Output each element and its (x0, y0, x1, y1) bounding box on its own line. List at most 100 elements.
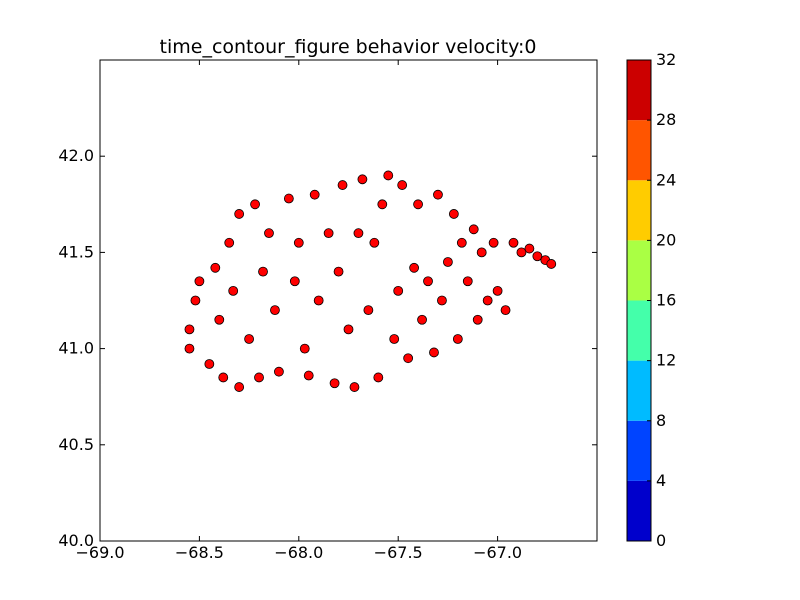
data-point (488, 237, 499, 248)
data-point (353, 228, 364, 239)
data-point (343, 324, 354, 335)
data-point (234, 209, 245, 219)
data-point (303, 370, 314, 381)
colorbar-tick-label: 32 (656, 50, 676, 69)
colorbar-tick-label: 28 (656, 110, 676, 129)
data-point (244, 334, 255, 344)
data-point (452, 334, 463, 344)
y-tick-label: 41.0 (58, 339, 94, 358)
data-point (448, 209, 459, 219)
y-tick-label: 40.5 (58, 435, 94, 454)
data-point (456, 237, 467, 248)
colorbar-segment (627, 300, 651, 361)
data-point (357, 174, 368, 185)
data-point (337, 180, 348, 190)
data-point (397, 180, 408, 190)
colorbar-segment (627, 420, 651, 481)
y-tick-label: 41.5 (58, 242, 94, 261)
data-point (409, 262, 420, 273)
x-tick-label: −68.0 (274, 543, 323, 562)
data-point (250, 199, 260, 210)
scatter-points (184, 170, 557, 392)
data-point (472, 314, 483, 325)
colorbar-tick-label: 8 (656, 411, 666, 430)
data-point (218, 372, 229, 383)
colorbar-tick-label: 20 (656, 230, 676, 249)
data-point (299, 343, 310, 354)
data-point (373, 372, 384, 383)
data-point (429, 347, 439, 358)
colorbar-tick-label: 16 (656, 291, 676, 310)
data-point (274, 366, 284, 377)
axes-frame (99, 59, 598, 542)
y-tick-label: 42.0 (58, 146, 94, 165)
data-point (377, 199, 388, 210)
data-point (389, 334, 400, 344)
data-point (363, 305, 374, 316)
colorbar-tick-label: 0 (656, 531, 666, 550)
data-point (293, 237, 304, 248)
data-point (313, 295, 324, 306)
data-point (383, 170, 394, 181)
data-point (289, 276, 300, 287)
colorbar-segment (627, 120, 651, 181)
data-point (482, 295, 493, 306)
plot-area: −69.0 −68.5 −68.0 −67.5 −67.0 40.0 40.5 41.0 41… (58, 59, 598, 562)
data-point (524, 243, 535, 254)
data-point (349, 382, 360, 392)
data-point (442, 257, 453, 267)
data-point (532, 251, 543, 262)
data-point (468, 224, 479, 235)
x-axis: −69.0 −68.5 −68.0 −67.5 −67.0 (75, 60, 522, 562)
data-point (204, 359, 215, 369)
data-point (500, 305, 511, 316)
data-point (492, 285, 503, 296)
colorbar-tick-label: 4 (656, 471, 666, 490)
data-point (184, 343, 195, 354)
data-point (283, 193, 294, 204)
data-point (329, 378, 340, 389)
chart-title: time_contour_figure behavior velocity:0 (160, 36, 537, 58)
data-point (194, 276, 205, 287)
data-point (184, 324, 195, 335)
data-point (393, 285, 404, 296)
colorbar-segment (627, 480, 651, 541)
data-point (254, 372, 264, 383)
y-axis: 40.0 40.5 41.0 41.5 42.0 (58, 146, 597, 550)
data-point (403, 353, 414, 364)
data-point (270, 305, 280, 316)
colorbar-segment (627, 60, 651, 121)
colorbar-segments (627, 60, 651, 541)
data-point (413, 199, 423, 210)
data-point (228, 285, 239, 296)
data-point (214, 314, 225, 325)
colorbar-segment (627, 360, 651, 421)
x-tick-label: −69.0 (75, 543, 124, 562)
data-point (234, 382, 245, 392)
data-point (190, 295, 201, 306)
colorbar-tick-label: 24 (656, 170, 676, 189)
colorbar-segment (627, 240, 651, 301)
data-point (333, 266, 344, 277)
data-point (224, 237, 235, 248)
colorbar: 0 4 8 12 16 20 24 28 32 (626, 50, 676, 550)
data-point (546, 259, 557, 269)
data-point (423, 276, 433, 287)
x-tick-label: −68.5 (175, 543, 224, 562)
x-tick-label: −67.0 (473, 543, 522, 562)
x-tick-label: −67.5 (374, 543, 423, 562)
data-point (258, 266, 268, 277)
data-point (264, 228, 274, 239)
data-point (433, 189, 443, 200)
data-point (323, 228, 334, 239)
data-point (508, 237, 519, 248)
y-tick-label: 40.0 (58, 531, 94, 550)
data-point (369, 237, 380, 248)
data-point (210, 262, 221, 273)
colorbar-tick-label: 12 (656, 351, 676, 370)
data-point (309, 189, 320, 200)
colorbar-segment (627, 180, 651, 241)
data-point (476, 247, 487, 258)
data-point (417, 314, 427, 325)
